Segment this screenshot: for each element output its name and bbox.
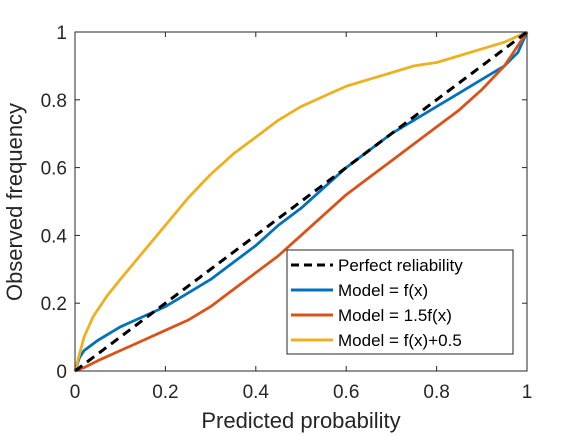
legend-label-perfect-reliability: Perfect reliability bbox=[338, 256, 463, 275]
y-axis-title: Observed frequency bbox=[2, 103, 27, 301]
x-tick-label: 0.2 bbox=[152, 382, 178, 403]
x-tick-label: 0.4 bbox=[243, 382, 270, 403]
x-tick-label: 0 bbox=[70, 382, 81, 403]
model-fx-line bbox=[73, 31, 529, 372]
legend-box bbox=[286, 249, 514, 355]
legend-label-model-fx-plus-half: Model = f(x)+0.5 bbox=[338, 331, 462, 350]
legend-label-model-1-5fx: Model = 1.5f(x) bbox=[338, 306, 452, 325]
x-tick-label: 0.6 bbox=[333, 382, 359, 403]
y-tick-label: 0.8 bbox=[41, 91, 67, 112]
y-tick-label: 0 bbox=[56, 362, 67, 383]
x-tick-label: 1 bbox=[522, 382, 533, 403]
model-1-5fx-line bbox=[74, 31, 529, 373]
y-tick-label: 0.6 bbox=[41, 159, 67, 180]
y-tick-label: 1 bbox=[56, 23, 67, 44]
legend: Perfect reliability Model = f(x) Model =… bbox=[286, 249, 514, 355]
legend-label-model-fx: Model = f(x) bbox=[338, 281, 428, 300]
perfect-reliability-line bbox=[74, 30, 528, 373]
y-tick-label: 0.4 bbox=[41, 226, 68, 247]
x-axis-title: Predicted probability bbox=[201, 408, 400, 433]
model-fx-plus-half-line bbox=[73, 30, 528, 372]
y-tick-label: 0.2 bbox=[41, 294, 67, 315]
ticks-layer: 0 0.2 0.4 0.6 0.8 1 0 0.2 0.4 0.6 0.8 1 bbox=[41, 23, 533, 403]
axes-box bbox=[74, 31, 528, 372]
x-tick-label: 0.8 bbox=[423, 382, 449, 403]
series-layer bbox=[73, 30, 529, 373]
